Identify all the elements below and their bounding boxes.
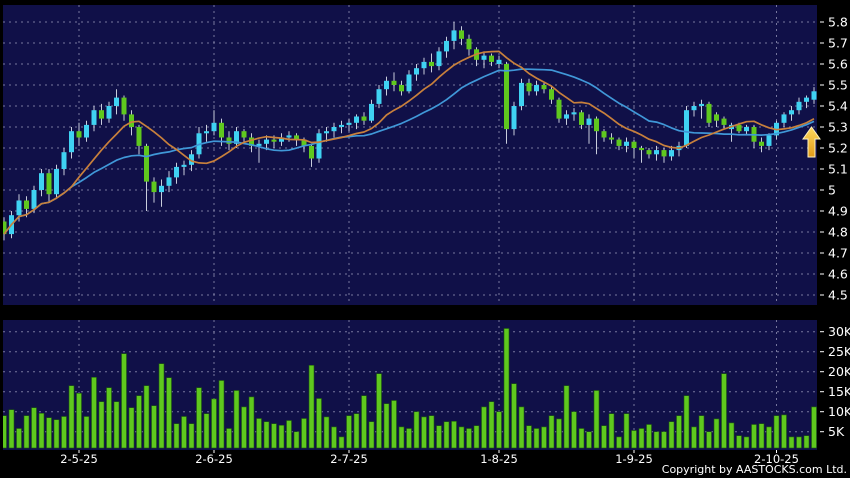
svg-text:2-6-25: 2-6-25 <box>195 452 233 466</box>
svg-text:2-10-25: 2-10-25 <box>754 452 799 466</box>
svg-text:20K: 20K <box>828 364 850 379</box>
svg-text:4.7: 4.7 <box>828 246 848 261</box>
svg-text:2-7-25: 2-7-25 <box>330 452 368 466</box>
up-arrow-annotation <box>802 126 821 158</box>
price-axis-labels: 5.8 5.7 5.6 5.5 5.4 5.3 5.2 5.1 5 4.9 4.8 4.7 4.6 4.5… <box>820 15 850 439</box>
ma-short-line <box>3 50 815 235</box>
svg-text:5.3: 5.3 <box>828 120 848 135</box>
svg-text:5.2: 5.2 <box>828 141 848 156</box>
svg-text:5: 5 <box>828 183 836 198</box>
svg-text:10K: 10K <box>828 404 850 419</box>
svg-text:5.1: 5.1 <box>828 162 848 177</box>
svg-text:30K: 30K <box>828 324 850 339</box>
date-axis-labels: 2-5-25 2-6-25 2-7-25 1-8-25 1-9-25 2-10-25 <box>60 450 799 466</box>
svg-text:5K: 5K <box>828 424 845 439</box>
svg-text:5.8: 5.8 <box>828 15 848 30</box>
svg-text:1-9-25: 1-9-25 <box>615 452 653 466</box>
svg-text:1-8-25: 1-8-25 <box>480 452 518 466</box>
candlesticks <box>3 22 817 241</box>
svg-text:5.4: 5.4 <box>828 99 848 114</box>
price-gridlines <box>3 21 817 296</box>
volume-bars <box>3 328 817 449</box>
svg-text:5.5: 5.5 <box>828 78 848 93</box>
svg-text:4.9: 4.9 <box>828 204 848 219</box>
svg-text:4.8: 4.8 <box>828 225 848 240</box>
svg-text:25K: 25K <box>828 344 850 359</box>
svg-text:15K: 15K <box>828 384 850 399</box>
svg-text:4.5: 4.5 <box>828 288 848 303</box>
svg-text:4.6: 4.6 <box>828 267 848 282</box>
svg-text:2-5-25: 2-5-25 <box>60 452 98 466</box>
svg-text:5.7: 5.7 <box>828 36 848 51</box>
copyright-text: Copyright by AASTOCKS.com Ltd. <box>661 463 847 476</box>
svg-text:5.6: 5.6 <box>828 57 848 72</box>
price-pane <box>3 5 817 305</box>
ma-long-line <box>3 68 815 235</box>
